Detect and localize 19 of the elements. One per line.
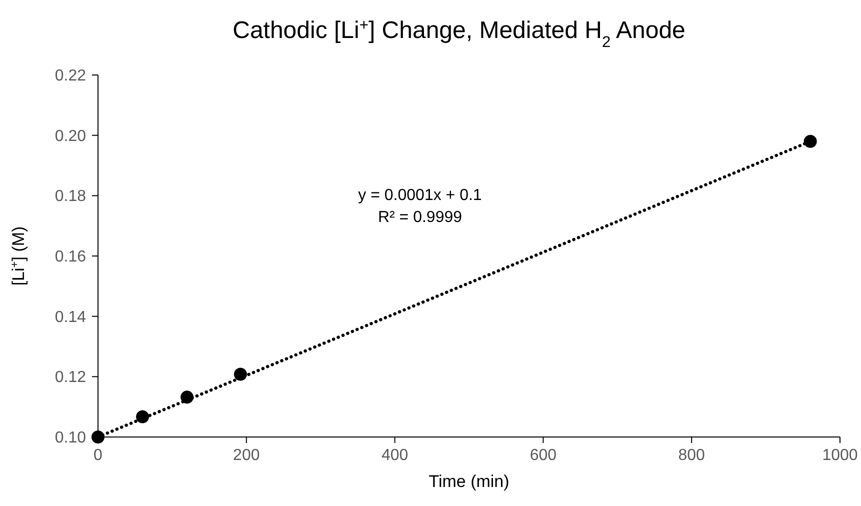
y-tick-label: 0.12 (54, 369, 86, 386)
annotation: R² = 0.9999 (378, 209, 462, 226)
x-tick-label: 600 (530, 447, 557, 464)
point (92, 430, 104, 444)
y-tick-label: 0.14 (54, 308, 86, 326)
x-tick-label: 0 (94, 447, 103, 464)
x-tick-label: 200 (233, 447, 260, 464)
x-tick-label: 400 (381, 447, 408, 464)
y-tick-label: 0.16 (54, 248, 86, 266)
point (804, 134, 817, 148)
x-tick-label: 1000 (822, 447, 858, 464)
x-axis-title: Time (min) (428, 472, 510, 491)
y-tick-label: 0.22 (54, 68, 86, 84)
annotation: y = 0.0001x + 0.1 (358, 187, 482, 204)
y-tick-label: 0.20 (54, 128, 86, 145)
chart-title: Cathodic [Li$^{+}$] Change, Mediated H$_{2}$ Anode (232, 16, 686, 50)
y-tick-label: 0.10 (54, 430, 86, 446)
x-tick-label: 800 (678, 447, 706, 464)
y-tick-label: 0.18 (54, 188, 86, 206)
